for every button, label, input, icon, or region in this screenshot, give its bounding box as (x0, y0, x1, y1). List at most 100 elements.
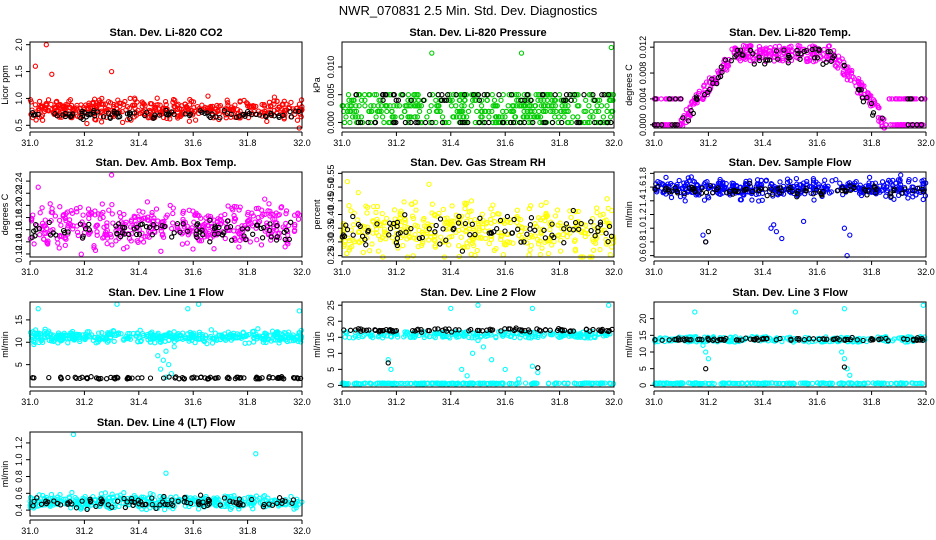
data-point (826, 43, 832, 49)
data-point (344, 250, 350, 257)
reference-point (714, 186, 720, 193)
data-point (846, 180, 853, 186)
y-tick-label: 1.5 (14, 65, 24, 78)
data-point (723, 181, 729, 187)
reference-point (733, 52, 739, 58)
data-point (33, 117, 39, 123)
reference-point (830, 55, 836, 61)
reference-point (461, 92, 468, 98)
data-point (45, 108, 52, 114)
reference-point (33, 221, 39, 228)
data-point (600, 114, 607, 120)
reference-point (872, 184, 878, 191)
data-point (750, 56, 756, 62)
data-point (701, 181, 707, 187)
data-point (883, 193, 889, 199)
reference-point (344, 226, 351, 233)
x-tick-label: 31.8 (551, 267, 569, 277)
y-tick-label: 10 (638, 347, 648, 357)
data-point (447, 92, 453, 98)
data-point (392, 114, 398, 120)
data-point (228, 114, 234, 120)
data-point (516, 223, 522, 229)
reference-point (717, 73, 724, 80)
reference-point (794, 190, 800, 197)
reference-point (197, 108, 203, 114)
data-point (474, 247, 480, 254)
data-point (161, 218, 167, 225)
data-point (449, 203, 455, 209)
data-point (596, 97, 603, 103)
data-point (738, 197, 744, 203)
data-point (104, 232, 110, 238)
reference-point (443, 97, 450, 103)
data-point (501, 240, 507, 246)
data-point (396, 103, 403, 109)
data-point (234, 107, 241, 113)
data-point (343, 114, 349, 120)
data-point (153, 206, 160, 212)
data-point (479, 97, 485, 103)
data-point (445, 220, 451, 227)
data-point (151, 105, 157, 111)
data-point (507, 219, 513, 226)
data-point (886, 96, 893, 102)
reference-point (60, 112, 66, 118)
data-point (575, 114, 581, 120)
data-point (107, 231, 114, 238)
x-tick-label: 31.0 (21, 267, 39, 277)
data-point (491, 218, 498, 225)
data-point (283, 210, 289, 217)
data-point (119, 119, 126, 126)
data-point (443, 119, 449, 126)
data-point (212, 330, 218, 336)
reference-point (439, 119, 446, 126)
data-point (151, 215, 157, 221)
data-point (373, 230, 379, 236)
reference-point (467, 232, 473, 238)
x-tick-label: 31.4 (754, 397, 772, 407)
data-point (576, 103, 582, 109)
data-point (358, 114, 365, 120)
data-point (456, 97, 463, 103)
reference-point (740, 52, 746, 58)
reference-point (672, 185, 678, 191)
reference-point (79, 108, 85, 115)
data-point (480, 344, 487, 350)
data-point (160, 357, 166, 363)
data-point (218, 213, 224, 219)
data-point (547, 226, 553, 233)
data-point (214, 102, 220, 109)
reference-point (748, 47, 754, 54)
data-point (166, 361, 172, 368)
data-point (346, 97, 352, 103)
data-point (897, 181, 904, 188)
reference-point (462, 220, 469, 227)
data-point (453, 229, 459, 236)
reference-point (261, 224, 267, 231)
data-point (527, 203, 534, 209)
data-point (768, 181, 774, 187)
data-points (339, 178, 617, 260)
data-point (593, 108, 599, 115)
data-point (162, 98, 169, 105)
data-point (538, 202, 544, 208)
data-point (205, 93, 211, 99)
data-point (45, 238, 51, 244)
data-point (147, 109, 153, 116)
data-point (604, 196, 610, 202)
data-point (118, 214, 124, 220)
data-point (597, 212, 603, 218)
data-point (36, 98, 43, 105)
data-point (412, 232, 418, 238)
data-point (605, 205, 611, 212)
reference-point (177, 229, 183, 235)
y-tick-label: 0 (638, 383, 648, 388)
reference-point (443, 237, 449, 243)
data-point (251, 103, 257, 110)
reference-point (870, 112, 876, 118)
data-points (27, 301, 305, 382)
reference-point (32, 233, 38, 239)
reference-point (432, 229, 438, 235)
reference-point (262, 113, 269, 119)
